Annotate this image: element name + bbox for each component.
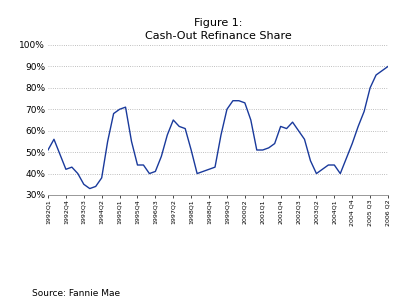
Title: Figure 1:
Cash-Out Refinance Share: Figure 1: Cash-Out Refinance Share: [145, 18, 291, 41]
Text: Source: Fannie Mae: Source: Fannie Mae: [32, 290, 120, 298]
